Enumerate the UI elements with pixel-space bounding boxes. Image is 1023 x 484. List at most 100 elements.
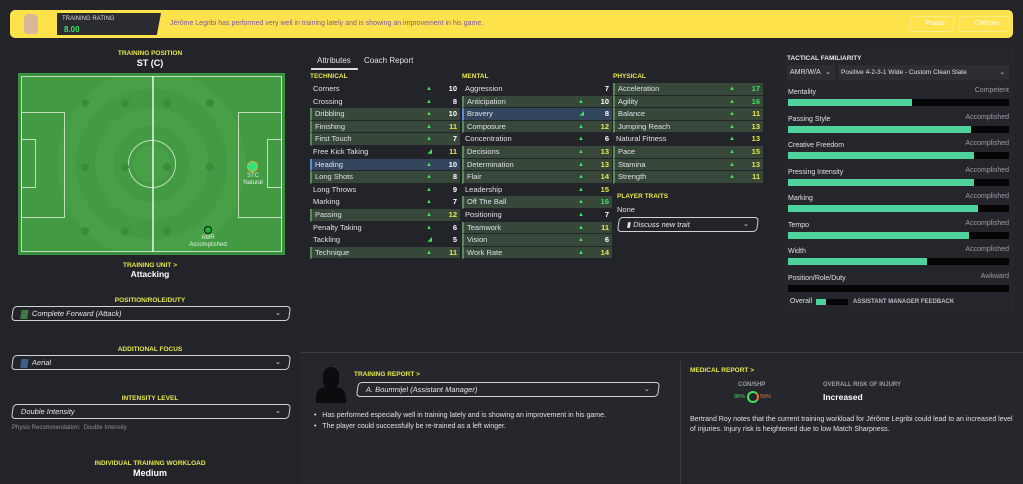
training-rating: TRAINING RATING 8.00 [57,13,161,35]
training-report-link[interactable]: TRAINING REPORT > [354,371,420,378]
attribute-row[interactable]: Decisions ▲ 13 [462,145,612,159]
trend-arrow-icon: ▲ [578,123,584,130]
attr-group-mental: MENTAL Aggression 7 Anticipation ▲ 10 Bravery ◢… [462,73,612,260]
role-dropdown[interactable]: Complete Forward (Attack) ⌄ [10,306,292,321]
attribute-row[interactable]: Technique ▲ 11 [310,246,460,260]
attribute-row[interactable]: Vision ▲ 6 [462,234,612,247]
familiarity-row: Marking Accomplished [788,193,1009,212]
attribute-value: 8 [604,109,609,119]
attribute-value: 6 [604,235,609,245]
attribute-row[interactable]: Off The Ball ▲ 16 [462,196,612,209]
attribute-row[interactable]: Marking ▲ 7 [310,196,460,209]
trend-arrow-icon: ◢ [579,111,584,118]
trend-arrow-icon: ▲ [426,161,432,168]
focus-dropdown[interactable]: Aerial ⌄ [10,355,292,370]
injury-risk: Increased [823,392,863,402]
trend-arrow-icon: ▲ [578,224,584,231]
focus-label: ADDITIONAL FOCUS [117,346,183,353]
attribute-row[interactable]: Free Kick Taking ◢ 11 [310,146,460,159]
attribute-row[interactable]: Leadership ▲ 15 [462,184,612,197]
trend-arrow-icon: ▲ [729,148,735,155]
attribute-name: Vision [467,235,488,245]
familiarity-bar [788,284,1009,292]
trend-arrow-icon: ▲ [578,237,584,244]
attribute-name: Positioning [465,209,502,219]
attribute-row[interactable]: Aggression 7 [462,83,612,96]
familiarity-row: Mentality Competent [788,87,1009,106]
training-unit-link[interactable]: TRAINING UNIT > [123,262,177,269]
assistant-feedback-link[interactable]: ASSISTANT MANAGER FEEDBACK [853,299,955,305]
attribute-row[interactable]: First Touch ▲ 7 [310,133,460,146]
attribute-row[interactable]: Jumping Reach ▲ 13 [613,120,763,134]
attribute-row[interactable]: Tackling ◢ 5 [310,234,460,247]
praise-button[interactable]: Praise [908,16,956,32]
attribute-name: Stamina [618,159,646,169]
attribute-name: Composure [467,121,506,131]
attribute-row[interactable]: Composure ▲ 12 [462,120,612,134]
pitch[interactable]: STC Natural AMR Accomplished [18,73,285,255]
tab-coach-report[interactable]: Coach Report [364,56,414,65]
attribute-row[interactable]: Work Rate ▲ 14 [462,246,612,260]
trend-arrow-icon: ▲ [729,174,735,181]
coach-silhouette-icon [316,367,346,407]
tab-attributes[interactable]: Attributes [317,56,351,65]
trend-arrow-icon: ▲ [426,111,432,118]
attribute-value: 16 [600,197,609,207]
criticise-button[interactable]: Criticise [957,16,1011,32]
coach-dropdown[interactable]: A. Boumnijel (Assistant Manager) ⌄ [355,382,661,397]
attribute-row[interactable]: Strength ▲ 11 [613,171,763,184]
attribute-value: 7 [604,209,609,219]
attribute-row[interactable]: Passing ▲ 12 [310,208,460,222]
attribute-value: 8 [452,96,457,106]
trend-arrow-icon: ▲ [578,148,584,155]
attribute-name: Crossing [313,96,343,106]
position-marker-stc[interactable] [247,161,258,172]
attribute-row[interactable]: Flair ▲ 14 [462,171,612,184]
position-marker-amr[interactable] [204,226,212,234]
attribute-row[interactable]: Acceleration ▲ 17 [613,83,763,96]
attribute-name: Tackling [313,235,341,245]
attribute-row[interactable]: Crossing ▲ 8 [310,96,460,109]
attribute-row[interactable]: Natural Fitness ▲ 13 [613,133,763,146]
attribute-row[interactable]: Agility ▲ 16 [613,95,763,109]
attribute-row[interactable]: Pace ▲ 15 [613,145,763,159]
trend-arrow-icon: ▲ [729,111,735,118]
attribute-value: 10 [448,109,457,119]
condition-value: 96% [734,394,746,400]
attribute-name: Long Throws [313,184,357,194]
intensity-dropdown[interactable]: Double Intensity ⌄ [10,404,292,419]
attribute-row[interactable]: Stamina ▲ 13 [613,158,763,172]
attribute-row[interactable]: Heading ▲ 10 [310,158,460,172]
position-select[interactable]: AMR/W/A ⌄ [787,65,835,80]
attr-group-physical: PHYSICAL Acceleration ▲ 17 Agility ▲ 16 Balance… [613,73,763,184]
attribute-value: 17 [751,84,760,93]
trend-arrow-icon: ▲ [729,98,735,105]
attribute-value: 10 [600,96,609,106]
attribute-row[interactable]: Balance ▲ 11 [613,108,763,121]
attribute-row[interactable]: Concentration ▲ 6 [462,133,612,146]
attribute-value: 10 [448,84,457,93]
attribute-row[interactable]: Finishing ▲ 11 [310,120,460,134]
discuss-trait-button[interactable]: ▮ Discuss new trait ⌄ [616,217,760,232]
training-unit: Attacking [130,269,170,279]
attribute-row[interactable]: Long Throws ▲ 9 [310,184,460,197]
attribute-name: Free Kick Taking [313,146,369,156]
attribute-row[interactable]: Teamwork ▲ 11 [462,221,612,235]
player-traits-value: None [617,205,635,214]
attribute-row[interactable]: Determination ▲ 13 [462,158,612,172]
attribute-name: Pace [618,146,636,156]
attribute-row[interactable]: Corners ▲ 10 [310,83,460,96]
attribute-row[interactable]: Long Shots ▲ 8 [310,171,460,184]
attribute-value: 13 [751,134,760,144]
attribute-value: 11 [449,121,457,131]
attribute-row[interactable]: Anticipation ▲ 10 [462,95,612,109]
attribute-row[interactable]: Penalty Taking ▲ 6 [310,222,460,235]
attribute-row[interactable]: Bravery ◢ 8 [462,108,612,121]
attribute-name: Heading [315,159,343,169]
medical-report-link[interactable]: MEDICAL REPORT > [690,367,754,374]
trend-arrow-icon: ▲ [426,174,432,181]
attribute-row[interactable]: Positioning ▲ 7 [462,209,612,222]
attribute-value: 5 [452,235,457,245]
tactic-select[interactable]: Positive 4-2-3-1 Wide - Custom Clean Sla… [838,65,1009,80]
attribute-row[interactable]: Dribbling ▲ 10 [310,108,460,121]
